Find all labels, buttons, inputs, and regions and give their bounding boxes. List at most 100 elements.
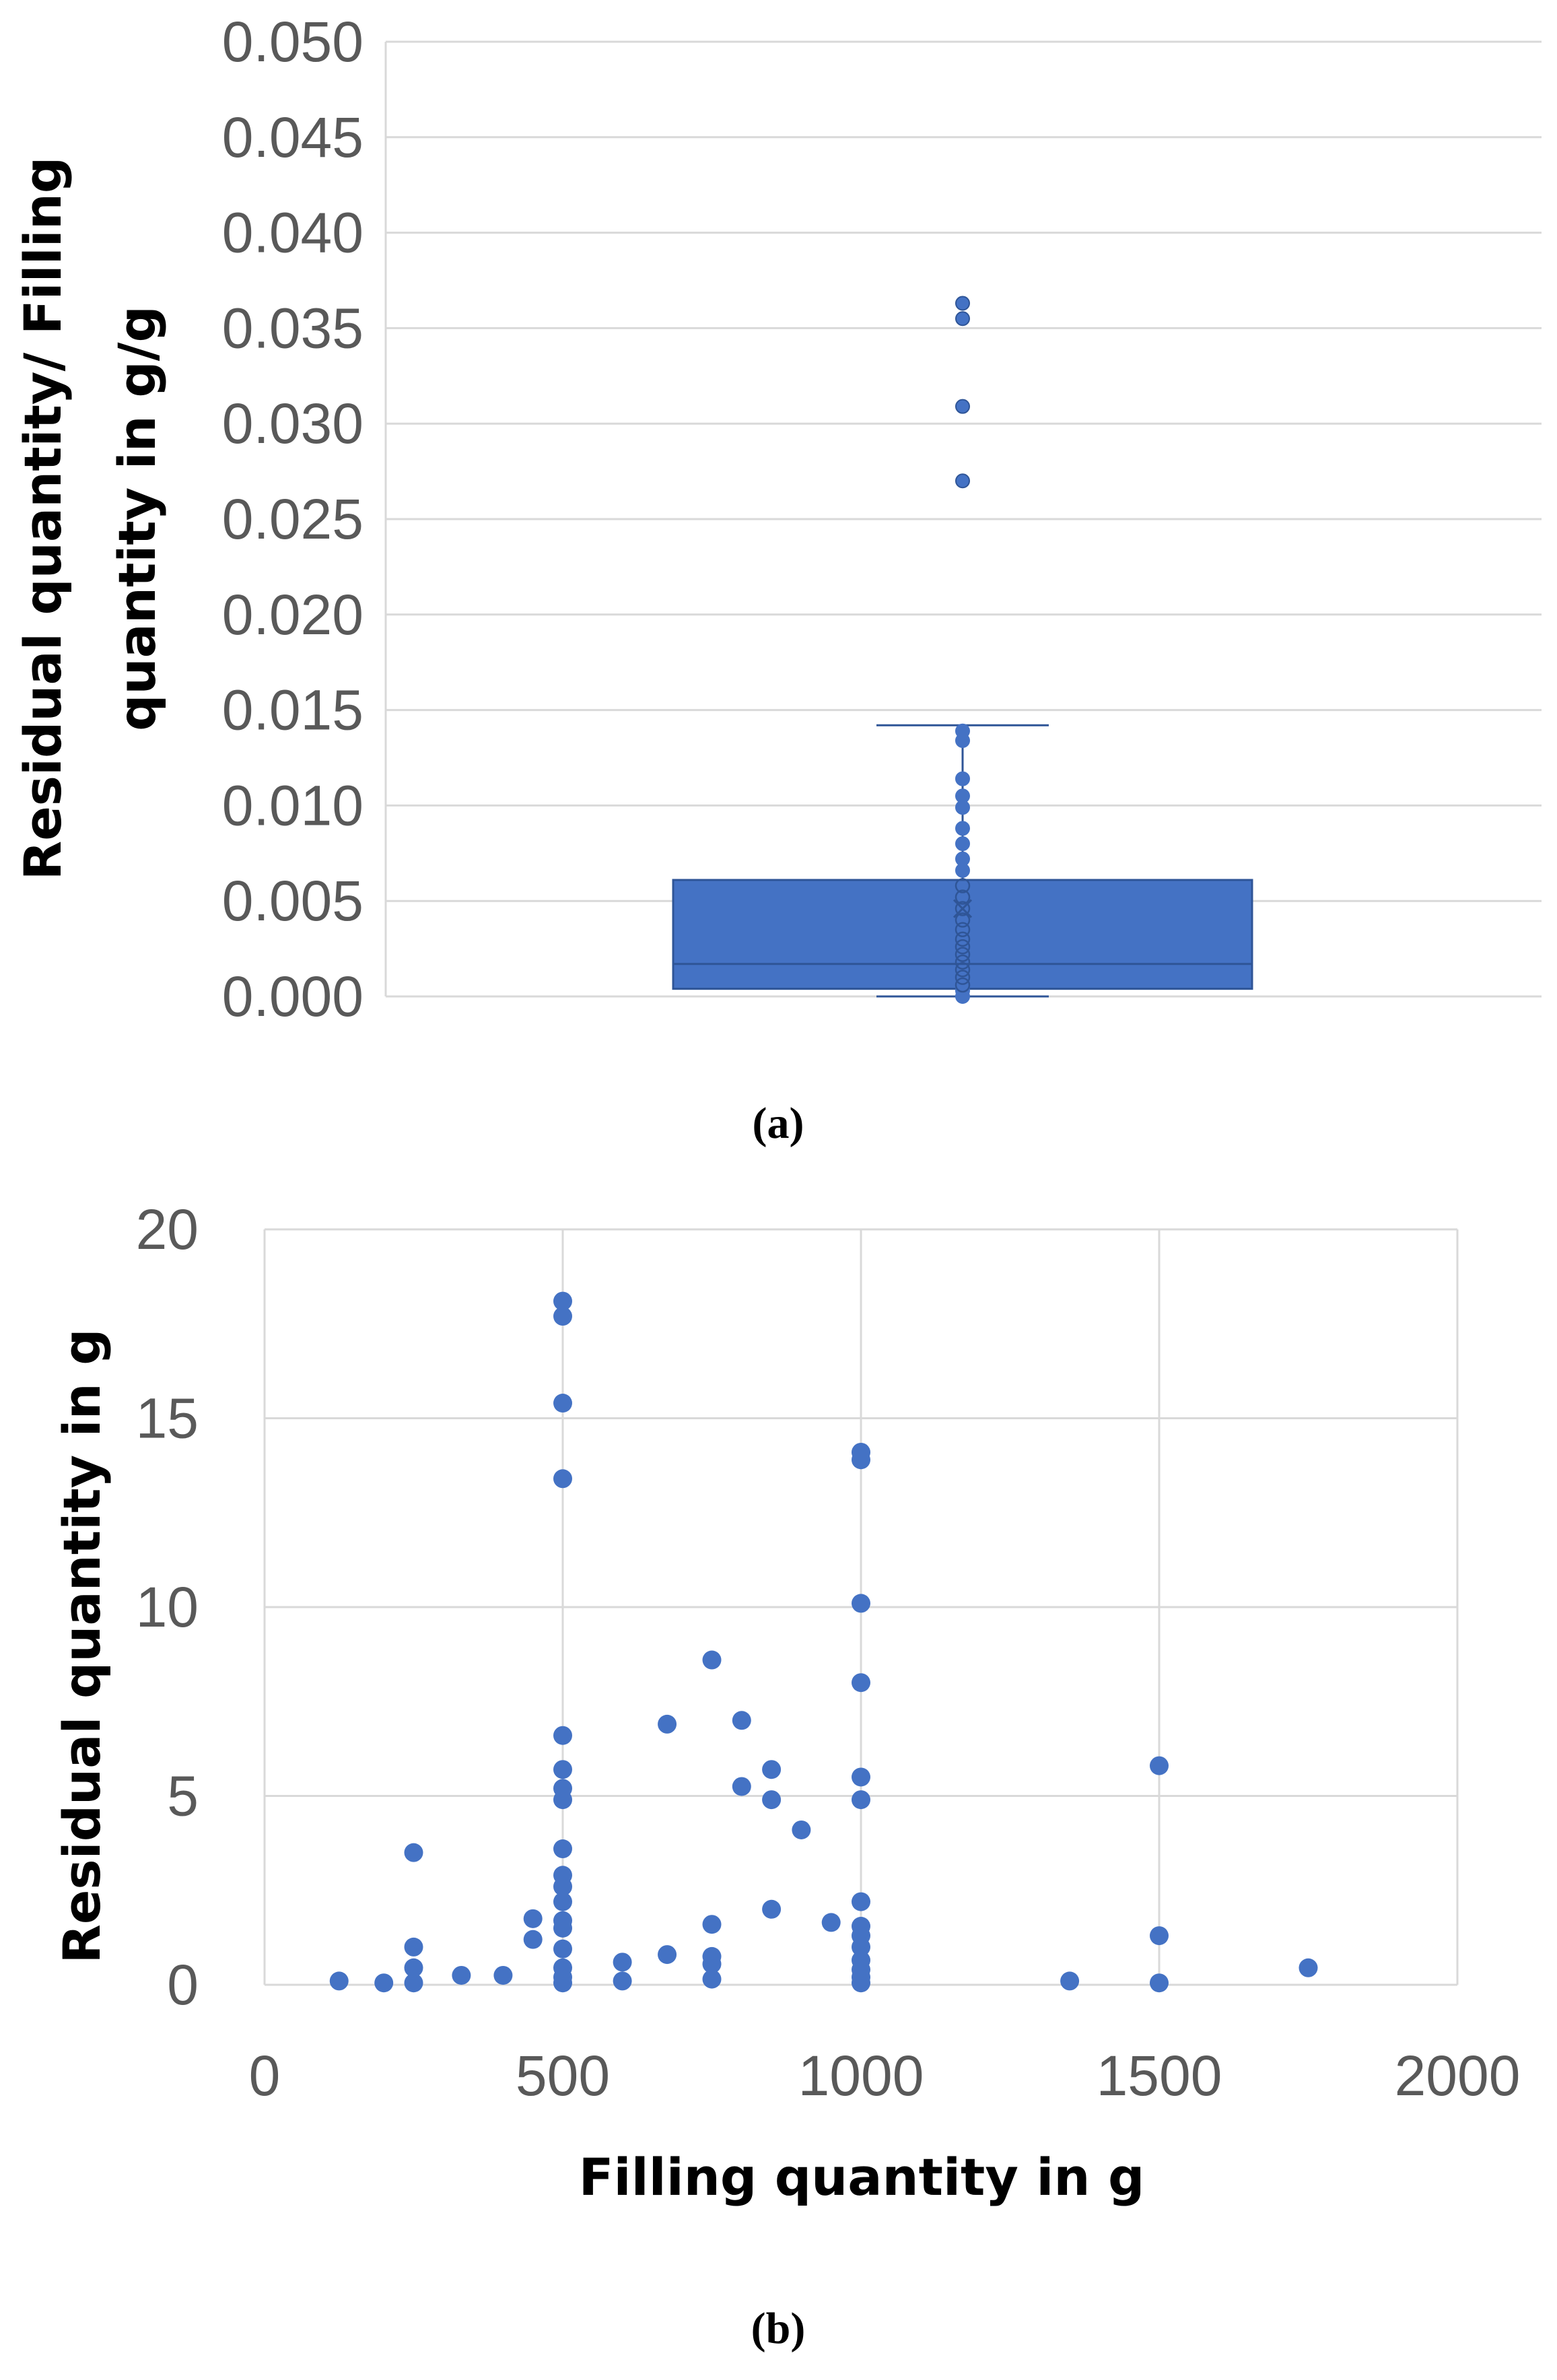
chart-b-data-point xyxy=(404,1937,423,1957)
chart-a-y-tick-label: 0.000 xyxy=(222,965,364,1028)
chart-a-caption-letter: a xyxy=(767,1099,790,1148)
chart-a-box xyxy=(672,879,1253,990)
chart-b-data-point xyxy=(792,1820,811,1839)
chart-b-data-point xyxy=(821,1913,841,1932)
chart-a-data-point xyxy=(955,939,971,955)
chart-a-y-tick-labels: 0.000 0.005 0.010 0.015 0.020 0.025 0.030 0.035… xyxy=(222,10,364,1028)
chart-b-data-point xyxy=(702,1954,722,1974)
chart-b-x-tick-label: 1500 xyxy=(1097,2044,1222,2107)
chart-b-data-point xyxy=(1060,1971,1080,1991)
chart-a-y-tick-label: 0.050 xyxy=(222,10,364,73)
chart-b-data-point xyxy=(613,1952,632,1972)
chart-a-data-point xyxy=(955,878,971,893)
chart-a-data-point xyxy=(955,977,971,993)
chart-a-y-tick-label: 0.010 xyxy=(222,774,364,837)
chart-b-data-point xyxy=(553,1790,572,1810)
chart-b-data-point xyxy=(404,1973,423,1993)
chart-b-data-point xyxy=(613,1971,632,1991)
chart-b-y-tick-label: 20 xyxy=(136,1198,199,1261)
chart-b-data-point xyxy=(1150,1756,1169,1775)
chart-b-y-axis-title: Residual quantity in g xyxy=(52,1328,112,1963)
chart-a-y-tick-label: 0.015 xyxy=(222,679,364,742)
chart-b-data-point xyxy=(553,1307,572,1326)
chart-a-outlier-point xyxy=(955,296,970,311)
chart-a-data-point xyxy=(955,771,970,786)
chart-b-data-point xyxy=(702,1650,722,1670)
chart-b-data-point xyxy=(1150,1926,1169,1946)
chart-a-y-tick-label: 0.005 xyxy=(222,869,364,932)
chart-b-data-point xyxy=(732,1777,751,1796)
chart-a-y-tick-label: 0.035 xyxy=(222,296,364,360)
chart-a-caption: (a) xyxy=(753,1099,804,1148)
chart-b-data-point xyxy=(852,1767,870,1787)
chart-a-y-tick-label: 0.020 xyxy=(222,583,364,646)
chart-b-data-point xyxy=(762,1790,782,1810)
chart-a-data-point xyxy=(955,836,970,852)
chart-b-data-point xyxy=(329,1971,349,1991)
chart-b-data-point xyxy=(852,1594,870,1613)
chart-b-data-point xyxy=(452,1965,471,1985)
chart-b-x-tick-label: 1000 xyxy=(798,2044,924,2107)
chart-a-mean-marker xyxy=(953,899,973,918)
chart-b-data-point xyxy=(732,1711,751,1730)
chart-a-data-point xyxy=(955,931,971,947)
chart-a-y-axis-title-line-2: quantity in g/g xyxy=(107,306,167,731)
chart-b-data-point xyxy=(404,1958,423,1977)
chart-b-data-point xyxy=(493,1965,513,1985)
chart-b-data-point xyxy=(523,1909,543,1928)
chart-b-data-point xyxy=(852,1973,870,1993)
chart-a-data-point xyxy=(955,788,970,804)
chart-b-data-point xyxy=(523,1930,543,1949)
chart-a-data-point xyxy=(955,954,971,970)
chart-b-data-point xyxy=(762,1760,782,1779)
chart-a-y-tick-label: 0.045 xyxy=(222,106,364,169)
chart-b-data-point xyxy=(553,1939,572,1959)
chart-b-data-point xyxy=(658,1945,677,1965)
chart-b-data-point xyxy=(553,1877,572,1897)
chart-b-y-tick-label: 0 xyxy=(167,1953,199,2016)
chart-b-data-point xyxy=(553,1892,572,1911)
chart-b-data-point xyxy=(553,1394,572,1413)
chart-b-data-point xyxy=(553,1760,572,1779)
chart-b-data-point xyxy=(702,1969,722,1989)
chart-a-y-tick-label: 0.040 xyxy=(222,201,364,265)
chart-b-data-point xyxy=(658,1714,677,1734)
chart-a-mean-marker-stroke xyxy=(953,899,973,918)
chart-b-data-point xyxy=(404,1843,423,1862)
chart-b-data-point xyxy=(852,1790,870,1810)
chart-a-outlier-point xyxy=(955,311,970,327)
chart-b-data-point xyxy=(852,1450,870,1470)
chart-b-x-tick-label: 500 xyxy=(516,2044,610,2107)
chart-a-plot-marks xyxy=(672,296,1253,1004)
chart-b-data-point xyxy=(553,1291,572,1311)
chart-a-data-point xyxy=(955,912,971,928)
chart-a-outlier-point xyxy=(955,399,970,414)
chart-b-data-point xyxy=(553,1726,572,1745)
chart-b-data-point xyxy=(852,1892,870,1911)
chart-a-y-tick-label: 0.025 xyxy=(222,487,364,551)
chart-a-data-point xyxy=(955,922,971,937)
chart-b-data-point xyxy=(553,1839,572,1859)
chart-a-data-point xyxy=(955,970,971,985)
chart-b-data-point xyxy=(553,1918,572,1938)
chart-b-y-tick-label: 5 xyxy=(167,1765,199,1828)
chart-b-x-tick-labels: 0 500 1000 1500 2000 xyxy=(249,2044,1521,2107)
chart-a-data-point xyxy=(955,851,970,866)
chart-a-y-tick-label: 0.030 xyxy=(222,392,364,455)
chart-b-data-point xyxy=(852,1937,870,1957)
chart-b-data-point xyxy=(374,1973,394,1993)
chart-b-x-tick-label: 2000 xyxy=(1395,2044,1521,2107)
chart-b-data-point xyxy=(553,1973,572,1993)
chart-b-plot-marks xyxy=(329,1291,1318,1993)
chart-b-data-point xyxy=(1299,1958,1318,1977)
chart-b-y-tick-label: 15 xyxy=(136,1387,199,1450)
chart-a-data-point xyxy=(955,947,971,962)
chart-b-data-point xyxy=(762,1899,782,1919)
chart-a-data-point xyxy=(955,723,970,739)
chart-b-x-axis-title: Filling quantity in g xyxy=(579,2147,1145,2207)
chart-b-data-point xyxy=(1150,1973,1169,1993)
chart-b-data-point xyxy=(702,1915,722,1934)
chart-b-caption: (b) xyxy=(751,2304,806,2353)
chart-a-data-point xyxy=(955,901,971,916)
